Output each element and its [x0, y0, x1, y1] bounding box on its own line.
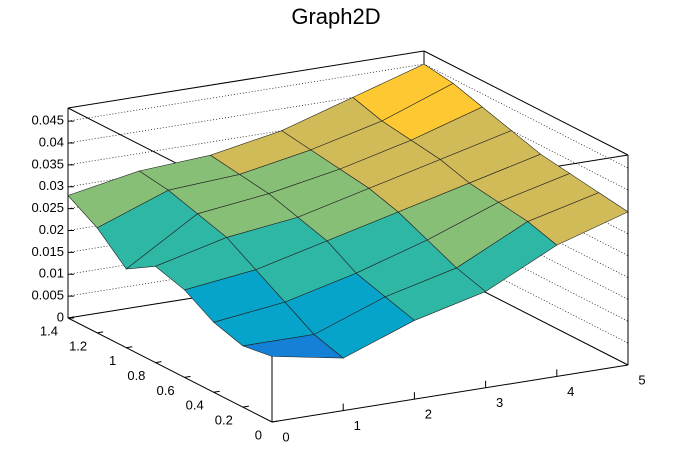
x-tick-label: 2	[425, 407, 432, 422]
y-tick	[242, 405, 249, 408]
x-tick-label: 4	[567, 384, 574, 399]
y-tick	[184, 375, 191, 378]
y-tick-label: 1.4	[40, 323, 58, 338]
x-tick-label: 3	[496, 395, 503, 410]
surface-cell	[242, 334, 345, 359]
box-edge	[271, 364, 629, 423]
y-tick-label: 0	[255, 427, 262, 442]
z-tick-label: 0.005	[31, 288, 64, 303]
y-tick	[97, 331, 104, 334]
z-tick-label: 0.015	[31, 244, 64, 259]
z-tick-label: 0.035	[31, 156, 64, 171]
box-edge	[67, 50, 425, 109]
z-tick-label: 0.04	[39, 134, 64, 149]
y-tick	[213, 390, 220, 393]
z-tick-label: 0.045	[31, 113, 64, 128]
y-tick-label: 0.6	[156, 383, 174, 398]
y-tick-label: 1.2	[69, 338, 87, 353]
y-tick-label: 0.2	[215, 413, 233, 428]
x-tick-label: 1	[354, 418, 361, 433]
z-tick-label: 0.02	[39, 222, 64, 237]
z-tick-label: 0	[57, 309, 64, 324]
chart-title: Graph2D	[291, 4, 380, 29]
x-tick-label: 5	[638, 372, 645, 387]
y-tick-label: 0.4	[186, 398, 204, 413]
y-tick-label: 1	[109, 353, 116, 368]
y-tick-label: 0.8	[127, 368, 145, 383]
y-tick	[271, 420, 279, 423]
box-edge	[67, 317, 273, 423]
x-tick-label: 0	[282, 429, 289, 444]
z-tick-label: 0.01	[39, 266, 64, 281]
y-tick	[155, 361, 162, 364]
y-tick	[126, 346, 133, 349]
z-tick-label: 0.025	[31, 200, 64, 215]
y-tick	[67, 316, 75, 319]
z-tick-label: 0.03	[39, 178, 64, 193]
box-edge	[423, 50, 629, 156]
